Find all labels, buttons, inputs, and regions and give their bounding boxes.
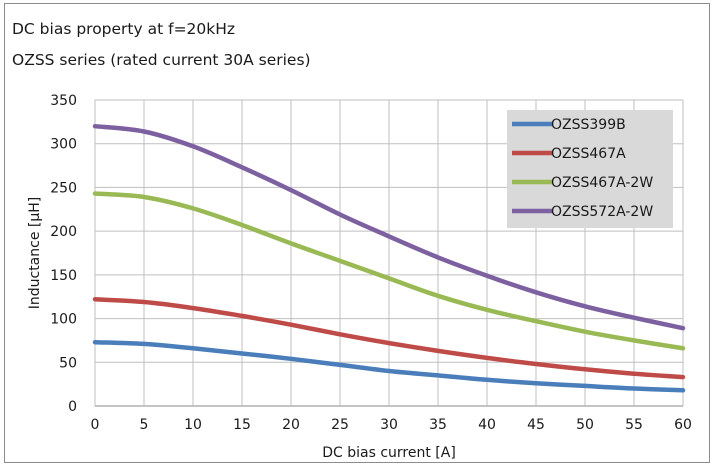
x-tick-label: 0 [91,417,100,433]
legend-background [507,110,673,228]
x-tick-label: 5 [140,417,149,433]
series-line-ozss399b [92,339,686,393]
x-tick-label: 60 [674,417,692,433]
x-axis-label: DC bias current [A] [322,445,456,461]
y-tick-label: 300 [50,137,77,153]
series-line-ozss467a-2w [92,191,686,351]
legend: OZSS399B OZSS467A OZSS467A-2W OZSS572A-2W [507,110,673,228]
y-tick-label: 50 [59,355,77,371]
legend-label-ozss467a: OZSS467A [551,146,626,162]
x-tick-label: 35 [429,417,447,433]
y-tick-label: 150 [50,268,77,284]
y-tick-label: 200 [50,224,77,240]
x-tick-label: 45 [527,417,545,433]
y-tick-label: 350 [50,93,77,109]
x-tick-label: 20 [282,417,300,433]
series-line-ozss572a-2w [92,123,686,331]
y-tick-label: 0 [68,399,77,415]
x-tick-label: 15 [233,417,251,433]
legend-label-ozss399b: OZSS399B [551,117,626,133]
x-tick-label: 50 [576,417,594,433]
y-tick-label: 250 [50,180,77,196]
series-line-ozss467a [92,297,686,380]
series-layer [92,123,686,393]
x-tick-label: 30 [380,417,398,433]
x-tick-label: 40 [478,417,496,433]
x-tick-label: 25 [331,417,349,433]
chart-title: DC bias property at f=20kHz [12,20,236,38]
chart-subtitle: OZSS series (rated current 30A series) [12,51,311,69]
y-axis-label: Inductance [μH] [27,197,43,310]
x-tick-label: 10 [184,417,202,433]
tick-labels: 0 50 100 150 200 250 300 350 0 5 10 15 20 25 30 35 40 45 5… [50,93,692,433]
legend-label-ozss572a-2w: OZSS572A-2W [551,204,653,220]
y-tick-label: 100 [50,312,77,328]
legend-label-ozss467a-2w: OZSS467A-2W [551,175,653,191]
x-tick-label: 55 [625,417,643,433]
